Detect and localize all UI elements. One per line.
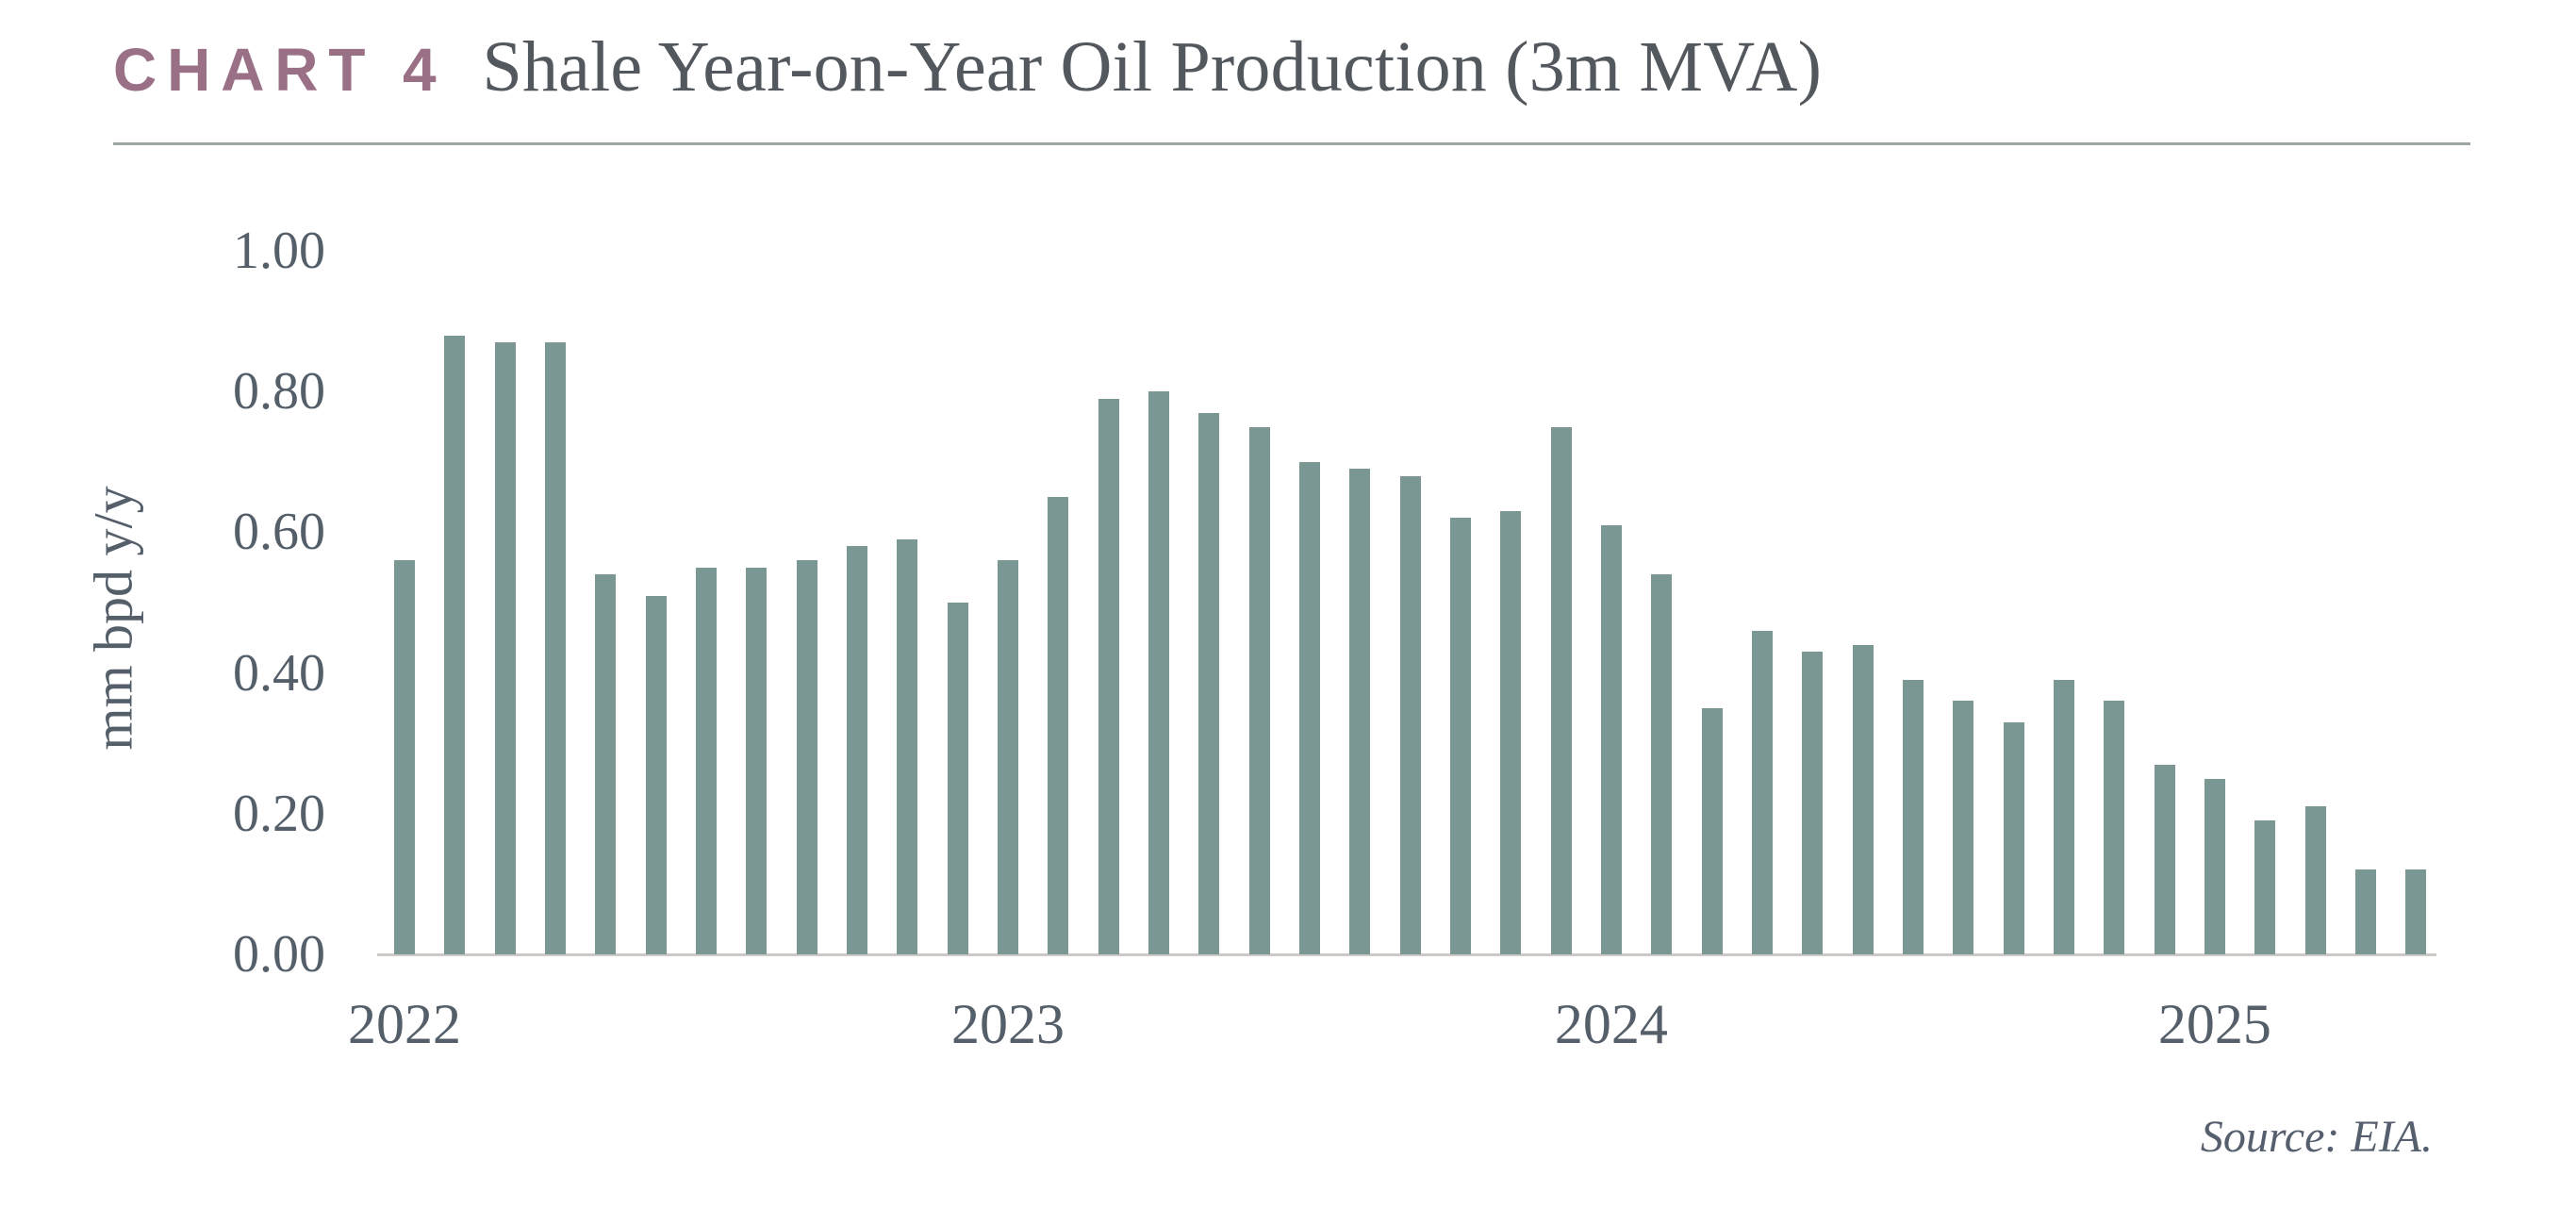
bar-2024-08 — [1953, 701, 1974, 954]
bar-2025-01 — [2204, 778, 2225, 954]
chart-title: Shale Year-on-Year Oil Production (3m MV… — [482, 27, 1823, 107]
bar-2022-01 — [394, 560, 415, 954]
y-tick-label-1.00: 1.00 — [233, 222, 325, 280]
bar-2024-07 — [1902, 680, 1924, 954]
bar-2024-02 — [1651, 574, 1673, 954]
bar-2022-06 — [645, 595, 667, 954]
bar-2022-05 — [595, 574, 617, 954]
bar-2024-12 — [2154, 764, 2175, 954]
bar-2025-04 — [2354, 869, 2376, 954]
y-axis-title: mm bpd y/y — [82, 486, 144, 751]
bar-2024-09 — [2003, 721, 2024, 954]
bar-2022-07 — [695, 567, 717, 954]
chart-header: CHART 4 Shale Year-on-Year Oil Productio… — [113, 26, 2470, 108]
y-tick-label-0.00: 0.00 — [233, 925, 325, 984]
bar-2023-05 — [1198, 412, 1220, 954]
bar-2024-06 — [1852, 644, 1874, 954]
x-tick-label-2023: 2023 — [950, 993, 1065, 1055]
bar-2023-03 — [1098, 398, 1119, 954]
bar-2023-10 — [1449, 518, 1471, 954]
y-tick-label-0.60: 0.60 — [233, 503, 325, 562]
bar-2025-03 — [2304, 806, 2326, 954]
bar-2025-05 — [2405, 869, 2427, 954]
y-tick-label-0.80: 0.80 — [233, 362, 325, 422]
bar-2024-05 — [1802, 652, 1824, 954]
y-tick-label-0.40: 0.40 — [233, 643, 325, 703]
y-tick-label-0.20: 0.20 — [233, 784, 325, 843]
bar-2022-11 — [897, 538, 918, 954]
bar-2025-02 — [2254, 820, 2276, 954]
bar-2024-11 — [2104, 701, 2125, 954]
bar-2023-02 — [1048, 497, 1069, 954]
bar-2022-03 — [494, 341, 516, 954]
bar-2023-01 — [997, 560, 1018, 954]
source-note: Source: EIA. — [2200, 1112, 2433, 1162]
x-axis-line — [377, 953, 2436, 956]
bar-2022-10 — [846, 546, 867, 954]
bar-2022-04 — [544, 341, 566, 954]
bar-2023-06 — [1248, 426, 1270, 954]
chart-kicker: CHART 4 — [113, 36, 447, 104]
x-tick-label-2024: 2024 — [1554, 993, 1668, 1055]
bar-2023-04 — [1148, 391, 1169, 954]
x-tick-label-2025: 2025 — [2157, 993, 2271, 1055]
bar-2022-08 — [746, 567, 768, 954]
bar-2023-11 — [1500, 511, 1522, 954]
header-rule — [113, 142, 2470, 145]
bar-2023-08 — [1349, 469, 1371, 954]
bar-2022-02 — [444, 335, 466, 954]
bar-2022-09 — [796, 560, 817, 954]
bar-2023-09 — [1399, 475, 1421, 954]
bar-2023-12 — [1550, 426, 1572, 954]
bar-2024-04 — [1751, 630, 1773, 954]
bar-2023-07 — [1298, 461, 1320, 954]
bar-2022-12 — [947, 603, 968, 954]
x-tick-label-2022: 2022 — [348, 993, 461, 1055]
bar-2024-10 — [2053, 680, 2074, 954]
bar-2024-03 — [1701, 707, 1723, 954]
bar-2024-01 — [1600, 524, 1622, 954]
